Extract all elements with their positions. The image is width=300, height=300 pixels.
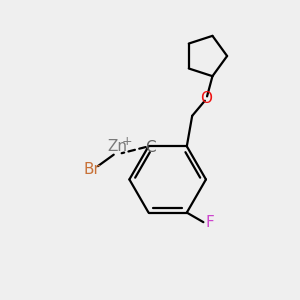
Text: O: O xyxy=(200,92,212,106)
Text: Br: Br xyxy=(83,162,100,177)
Text: Zn: Zn xyxy=(107,139,127,154)
Text: +: + xyxy=(122,135,132,148)
Text: F: F xyxy=(206,215,214,230)
Text: C: C xyxy=(145,140,155,155)
